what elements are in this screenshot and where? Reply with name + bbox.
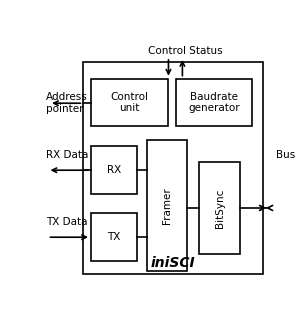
Text: RX Data: RX Data <box>46 150 88 160</box>
Text: Address
pointer: Address pointer <box>46 93 88 114</box>
Bar <box>91 213 137 261</box>
Bar <box>91 146 137 194</box>
Text: Bus: Bus <box>276 150 295 160</box>
Bar <box>176 78 252 126</box>
Text: RX: RX <box>107 165 121 175</box>
Text: iniSCI: iniSCI <box>151 257 196 271</box>
Text: Framer: Framer <box>162 187 172 224</box>
Text: TX Data: TX Data <box>46 217 88 227</box>
Text: Baudrate
generator: Baudrate generator <box>188 92 240 113</box>
Text: BitSync: BitSync <box>215 188 225 228</box>
Text: Control Status: Control Status <box>148 46 223 56</box>
Text: TX: TX <box>107 232 121 242</box>
Bar <box>200 162 240 254</box>
Text: Control
unit: Control unit <box>111 92 149 113</box>
Bar <box>91 78 168 126</box>
Bar <box>83 62 263 274</box>
Bar <box>147 140 187 271</box>
